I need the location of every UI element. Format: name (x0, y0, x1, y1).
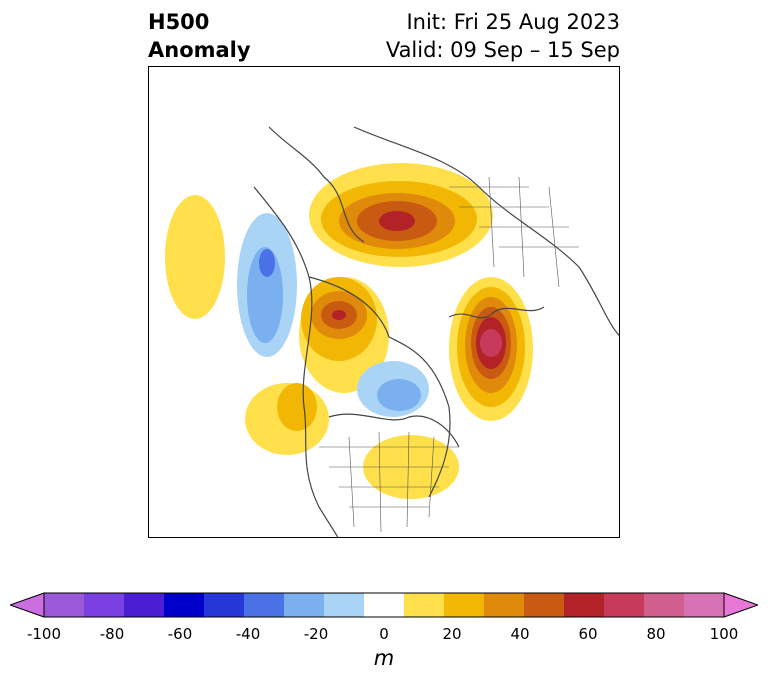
colorbar-segment (684, 593, 725, 617)
colorbar-segment (84, 593, 125, 617)
colorbar-segment (404, 593, 445, 617)
colorbar-tick-label: -80 (99, 625, 125, 643)
colorbar-outline (43, 592, 725, 618)
negative-anomaly-canada (357, 361, 429, 417)
colorbar-segment (44, 593, 85, 617)
positive-anomaly-atlantic (449, 277, 533, 421)
colorbar-segment (484, 593, 525, 617)
colorbar-tick-label: -60 (167, 625, 193, 643)
positive-anomaly-arctic (309, 163, 493, 267)
colorbar-tick-label: -100 (26, 625, 62, 643)
colorbar-tick-label: -20 (303, 625, 329, 643)
title-line1: H500 (148, 10, 210, 34)
colorbar-segment (124, 593, 165, 617)
coastlines (253, 126, 619, 537)
colorbar-segment (524, 593, 565, 617)
colorbar-segment (324, 593, 365, 617)
colorbar-segment (364, 593, 405, 617)
colorbar-segment (284, 593, 325, 617)
valid-date: Valid: 09 Sep – 15 Sep (385, 38, 620, 62)
state-borders (319, 176, 579, 533)
positive-anomaly-west (165, 195, 329, 455)
colorbar-segment (204, 593, 245, 617)
negative-anomaly-pacific (237, 213, 297, 357)
colorbar-segment (164, 593, 205, 617)
colorbar-tick-label: 60 (578, 625, 598, 643)
colorbar (10, 592, 758, 618)
map-title: H500 Anomaly (148, 8, 251, 64)
colorbar-tick-label: 20 (442, 625, 462, 643)
colorbar-tick-label: 80 (646, 625, 666, 643)
positive-anomaly-siberia (299, 277, 389, 393)
colorbar-tick-label: 0 (379, 625, 389, 643)
colorbar-segment (644, 593, 685, 617)
date-info: Init: Fri 25 Aug 2023 Valid: 09 Sep – 15… (386, 8, 620, 64)
map-panel (148, 66, 620, 538)
colorbar-segment (604, 593, 645, 617)
title-line2: Anomaly (148, 38, 251, 62)
anomaly-map (165, 126, 619, 537)
colorbar-tick-label: 100 (709, 625, 739, 643)
colorbar-unit: m (373, 646, 395, 670)
colorbar-tick-label: -40 (235, 625, 261, 643)
colorbar-segment (564, 593, 605, 617)
init-date: Init: Fri 25 Aug 2023 (406, 10, 620, 34)
colorbar-extend-low (10, 592, 45, 618)
colorbar-extend-high (723, 592, 758, 618)
colorbar-segment (244, 593, 285, 617)
colorbar-segment (444, 593, 485, 617)
colorbar-tick-label: 40 (510, 625, 530, 643)
